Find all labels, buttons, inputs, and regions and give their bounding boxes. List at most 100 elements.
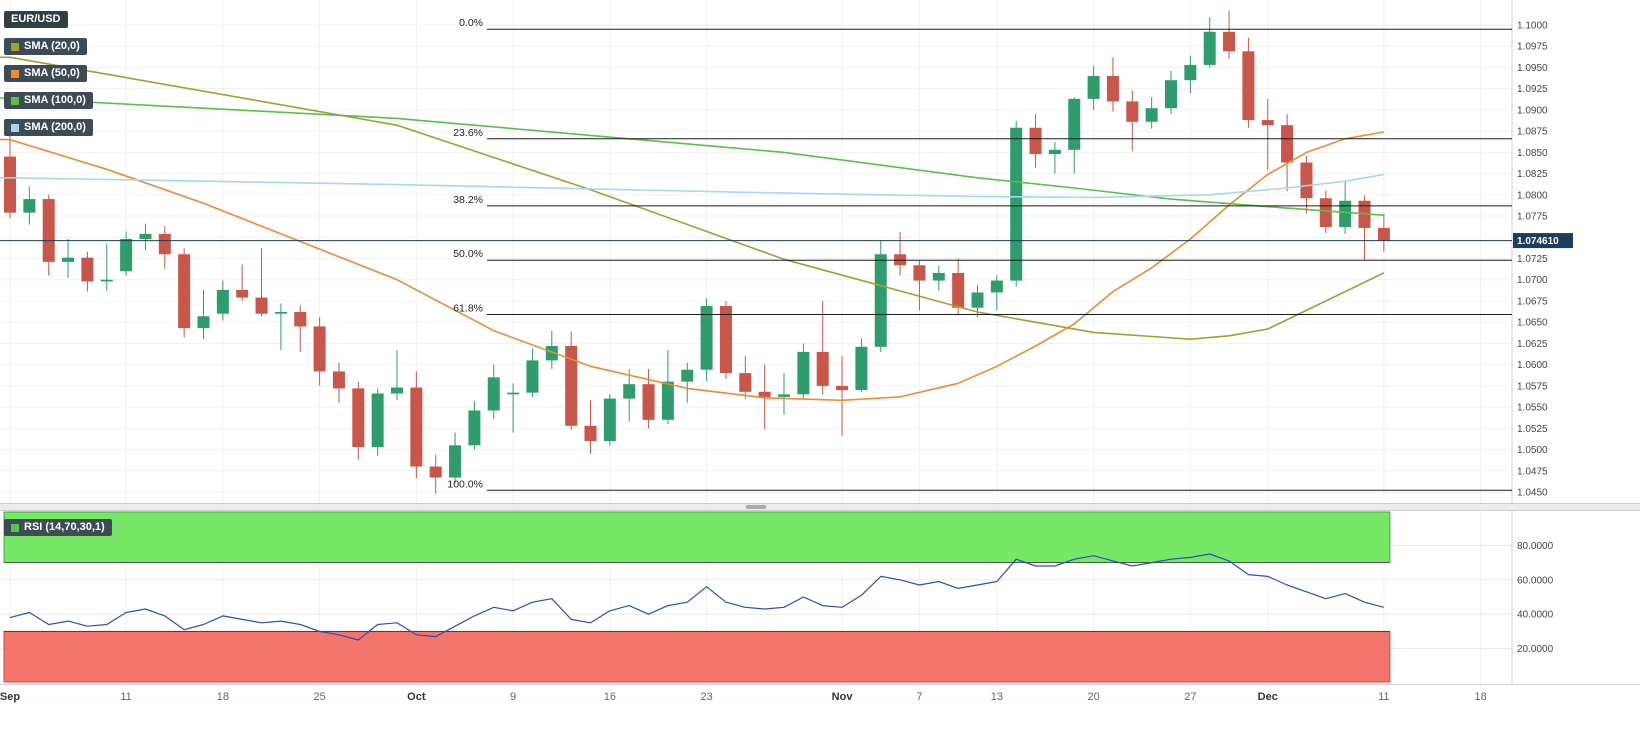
- price-axis-label: 1.0950: [1517, 63, 1548, 74]
- candle-body: [62, 257, 75, 262]
- candle-body: [874, 254, 887, 347]
- candle-body: [584, 425, 597, 442]
- sma20-swatch: [11, 42, 19, 51]
- time-axis-label: 13: [990, 691, 1003, 703]
- candle-body: [719, 306, 732, 374]
- candle-body: [1377, 227, 1390, 241]
- time-axis-label: 11: [120, 691, 132, 703]
- candle-body: [855, 346, 868, 391]
- last-price-badge: [1513, 233, 1573, 249]
- candle-body: [778, 394, 790, 397]
- time-axis-label: 18: [216, 691, 229, 703]
- candle-body: [236, 289, 249, 298]
- fib-label: 100.0%: [447, 478, 483, 490]
- candle-body: [990, 280, 1003, 293]
- candle-body: [120, 238, 133, 272]
- price-chart-panel[interactable]: 0.0% 23.6% 38.2% 50.0% 61.8% 100.0% 1.074610 1.…: [0, 0, 1640, 503]
- rsi-panel[interactable]: 80.0000 60.0000 40.0000 20.0000 RSI (14,70,…: [0, 511, 1640, 684]
- symbol-badge[interactable]: EUR/USD: [4, 11, 68, 28]
- time-axis-label: 20: [1087, 691, 1100, 703]
- price-axis-label: 1.0850: [1517, 148, 1548, 159]
- candle-body: [971, 292, 984, 308]
- price-axis-label: 1.0700: [1517, 275, 1548, 286]
- time-axis-label: 16: [603, 691, 616, 703]
- candle-body: [623, 384, 636, 399]
- candle-body: [23, 199, 36, 213]
- candle-body: [313, 326, 326, 372]
- time-axis-label: 11: [1378, 691, 1390, 703]
- rsi-canvas: 80.0000 60.0000 40.0000 20.0000: [0, 511, 1554, 684]
- price-axis-label: 1.0725: [1517, 254, 1548, 265]
- price-axis-label: 1.0475: [1517, 466, 1548, 477]
- candle-body: [1300, 162, 1313, 199]
- candle-body: [255, 297, 268, 314]
- splitter-grip-icon[interactable]: [746, 505, 766, 509]
- candle-body: [4, 156, 16, 213]
- price-axis-label: 1.0575: [1517, 381, 1548, 392]
- oversold-zone: [3, 630, 1391, 683]
- sma100-badge[interactable]: SMA (100,0): [4, 92, 93, 109]
- candle-body: [642, 384, 655, 420]
- candle-body: [197, 316, 210, 329]
- time-axis-label: Dec: [1257, 691, 1278, 703]
- sma50-badge[interactable]: SMA (50,0): [4, 65, 87, 82]
- rsi-badge[interactable]: RSI (14,70,30,1): [4, 519, 112, 536]
- candle-body: [429, 466, 442, 478]
- candle-body: [410, 387, 423, 467]
- candle-body: [487, 377, 500, 411]
- price-chart-canvas: 0.0% 23.6% 38.2% 50.0% 61.8% 100.0% 1.074610 1.…: [0, 0, 1573, 503]
- sma200-swatch: [11, 123, 19, 132]
- time-axis-label: Sep: [0, 691, 21, 703]
- sma200-badge[interactable]: SMA (200,0): [4, 119, 93, 136]
- rsi-axis-label: 80.0000: [1517, 541, 1554, 552]
- rsi-axis-label: 60.0000: [1517, 575, 1554, 586]
- sma50-label: SMA (50,0): [24, 67, 80, 79]
- candle-body: [1223, 31, 1236, 52]
- time-axis-label: 27: [1184, 691, 1197, 703]
- candle-body: [216, 289, 229, 314]
- sma-line-3: [0, 173, 1385, 199]
- candle-body: [81, 257, 94, 282]
- time-axis-label: Oct: [407, 691, 426, 703]
- candle-body: [468, 410, 481, 446]
- candle-body: [603, 398, 616, 442]
- candle-body: [1165, 80, 1177, 109]
- candle-body: [274, 311, 287, 314]
- fib-label: 23.6%: [453, 127, 483, 139]
- last-price-value: 1.074610: [1517, 236, 1559, 247]
- price-axis-label: 1.0675: [1517, 296, 1548, 307]
- candle-body: [681, 369, 694, 382]
- candle-body: [1145, 108, 1158, 122]
- overbought-zone: [3, 511, 1391, 564]
- rsi-swatch: [11, 523, 19, 532]
- candle-body: [100, 279, 113, 282]
- price-axis-label: 1.0975: [1517, 42, 1548, 53]
- price-axis-label: 1.0925: [1517, 84, 1548, 95]
- sma50-swatch: [11, 69, 19, 78]
- candle-body: [758, 391, 771, 397]
- candle-body: [932, 272, 945, 281]
- candle-body: [739, 373, 752, 392]
- candle-body: [139, 233, 152, 239]
- candle-body: [391, 387, 403, 394]
- candle-body: [836, 385, 849, 391]
- panel-splitter[interactable]: [0, 503, 1640, 511]
- price-axis-label: 1.0900: [1517, 105, 1548, 116]
- candle-body: [1203, 31, 1216, 65]
- candle-body: [1048, 149, 1061, 155]
- time-axis-label: 18: [1474, 691, 1487, 703]
- price-axis-label: 1.0525: [1517, 424, 1548, 435]
- rsi-label: RSI (14,70,30,1): [24, 521, 105, 533]
- candle-body: [526, 360, 539, 393]
- fib-label: 61.8%: [453, 303, 483, 315]
- candle-body: [1184, 64, 1197, 81]
- price-axis-label: 1.0800: [1517, 190, 1548, 201]
- candle-body: [661, 381, 674, 420]
- sma20-badge[interactable]: SMA (20,0): [4, 38, 87, 55]
- fib-label: 50.0%: [453, 248, 483, 260]
- candle-body: [1068, 98, 1081, 150]
- candle-body: [1319, 198, 1332, 228]
- candle-body: [797, 351, 810, 395]
- time-axis-label: 9: [510, 691, 517, 703]
- price-axis-label: 1.0625: [1517, 339, 1548, 350]
